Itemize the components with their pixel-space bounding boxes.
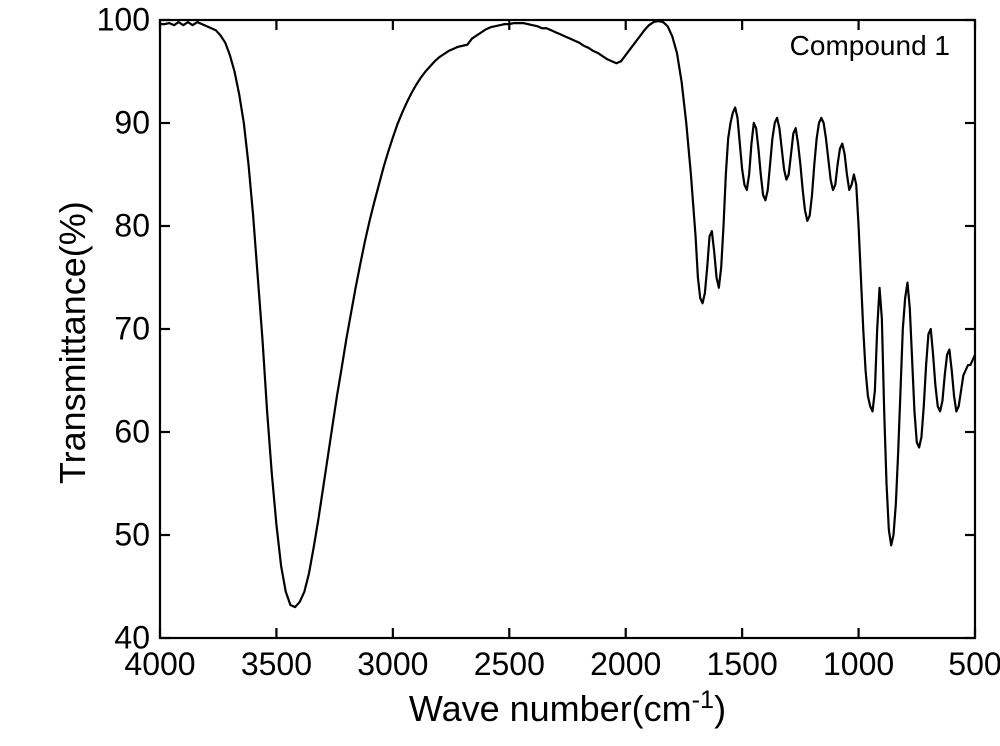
x-tick-label: 1500 <box>707 646 778 683</box>
y-tick-label: 50 <box>114 517 150 554</box>
x-tick-label: 2500 <box>474 646 545 683</box>
x-tick-label: 3500 <box>241 646 312 683</box>
x-tick-label: 3000 <box>357 646 428 683</box>
y-axis-label: Transmittance(%) <box>52 201 94 484</box>
x-tick-label: 500 <box>948 646 1000 683</box>
y-tick-label: 70 <box>114 311 150 348</box>
y-tick-label: 90 <box>114 105 150 142</box>
y-tick-label: 80 <box>114 208 150 245</box>
x-tick-label: 2000 <box>590 646 661 683</box>
x-tick-label: 1000 <box>823 646 894 683</box>
y-tick-label: 60 <box>114 414 150 451</box>
y-tick-label: 40 <box>114 620 150 657</box>
chart-svg <box>0 0 1000 746</box>
x-axis-label: Wave number(cm-1) <box>409 686 726 730</box>
ir-spectrum-chart: Compound 1 Transmittance(%) Wave number(… <box>0 0 1000 746</box>
y-tick-label: 100 <box>97 2 150 39</box>
legend-label: Compound 1 <box>790 30 950 62</box>
